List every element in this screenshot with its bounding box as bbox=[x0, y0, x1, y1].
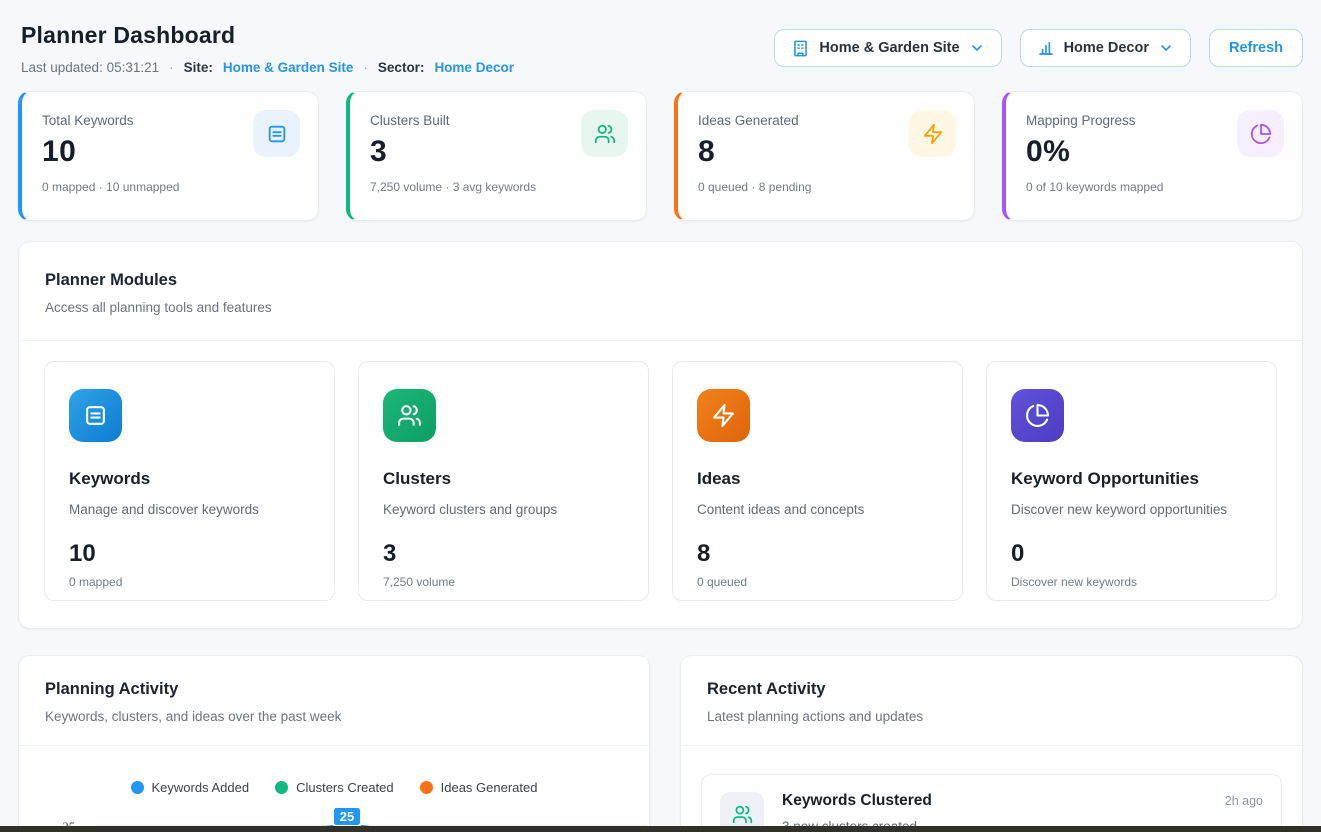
stat-card-total-keywords: Total Keywords 10 0 mapped · 10 unmapped bbox=[18, 91, 319, 221]
stat-sub: 0 mapped · 10 unmapped bbox=[42, 180, 298, 194]
module-title: Keywords bbox=[69, 469, 310, 489]
activity-item-keywords-clustered[interactable]: Keywords Clustered 3 new clusters create… bbox=[701, 774, 1282, 832]
page-title: Planner Dashboard bbox=[21, 22, 514, 49]
legend-label: Clusters Created bbox=[296, 780, 394, 795]
planning-activity-panel: Planning Activity Keywords, clusters, an… bbox=[18, 655, 650, 832]
point-label-25: 25 bbox=[333, 807, 361, 826]
module-stat: 10 bbox=[69, 540, 310, 568]
stat-sub: 7,250 volume · 3 avg keywords bbox=[370, 180, 626, 194]
refresh-label: Refresh bbox=[1229, 40, 1283, 56]
pie-chart-icon bbox=[1237, 110, 1284, 157]
legend-label: Keywords Added bbox=[152, 780, 250, 795]
refresh-button[interactable]: Refresh bbox=[1209, 29, 1303, 67]
site-link[interactable]: Home & Garden Site bbox=[223, 60, 354, 75]
building-icon bbox=[791, 39, 810, 58]
divider bbox=[681, 745, 1302, 746]
legend-item-ideas-generated: Ideas Generated bbox=[420, 780, 538, 795]
module-description: Content ideas and concepts bbox=[697, 502, 938, 517]
divider bbox=[19, 745, 649, 746]
activity-timestamp: 2h ago bbox=[1225, 792, 1263, 808]
svg-text:25: 25 bbox=[340, 809, 354, 824]
legend-label: Ideas Generated bbox=[441, 780, 538, 795]
pie-chart-icon bbox=[1011, 389, 1064, 442]
planner-modules-panel: Planner Modules Access all planning tool… bbox=[18, 241, 1303, 629]
module-stat: 0 bbox=[1011, 540, 1252, 568]
users-icon bbox=[581, 110, 628, 157]
recent-activity-panel: Recent Activity Latest planning actions … bbox=[680, 655, 1303, 832]
site-label: Site: bbox=[184, 60, 213, 75]
toolbar: Home & Garden Site Home Decor bbox=[774, 22, 1303, 67]
modules-grid: Keywords Manage and discover keywords 10… bbox=[19, 341, 1302, 628]
topbar: Planner Dashboard Last updated: 05:31:21… bbox=[18, 22, 1303, 75]
planning-activity-subtitle: Keywords, clusters, and ideas over the p… bbox=[45, 709, 623, 724]
module-card-clusters[interactable]: Clusters Keyword clusters and groups 3 7… bbox=[358, 361, 649, 601]
legend-dot-blue bbox=[131, 781, 144, 794]
legend-dot-orange bbox=[420, 781, 433, 794]
recent-activity-subtitle: Latest planning actions and updates bbox=[707, 709, 1276, 724]
stat-card-clusters-built: Clusters Built 3 7,250 volume · 3 avg ke… bbox=[346, 91, 647, 221]
chevron-down-icon bbox=[1158, 40, 1174, 56]
module-sub: 0 mapped bbox=[69, 575, 310, 589]
last-updated-text: Last updated: 05:31:21 bbox=[21, 60, 159, 75]
document-icon bbox=[253, 110, 300, 157]
meta-separator: · bbox=[363, 60, 368, 75]
stat-card-ideas-generated: Ideas Generated 8 0 queued · 8 pending bbox=[674, 91, 975, 221]
module-description: Manage and discover keywords bbox=[69, 502, 310, 517]
activity-title: Keywords Clustered bbox=[782, 792, 1207, 810]
modules-section-title: Planner Modules bbox=[45, 271, 1276, 290]
stat-card-mapping-progress: Mapping Progress 0% 0 of 10 keywords map… bbox=[1002, 91, 1303, 221]
module-description: Discover new keyword opportunities bbox=[1011, 502, 1252, 517]
module-title: Clusters bbox=[383, 469, 624, 489]
module-title: Keyword Opportunities bbox=[1011, 469, 1252, 489]
legend-dot-green bbox=[275, 781, 288, 794]
chart-legend: Keywords Added Clusters Created Ideas Ge… bbox=[19, 780, 649, 795]
legend-item-clusters-created: Clusters Created bbox=[275, 780, 394, 795]
bottom-row: Planning Activity Keywords, clusters, an… bbox=[18, 655, 1303, 832]
module-stat: 8 bbox=[697, 540, 938, 568]
site-dropdown-button[interactable]: Home & Garden Site bbox=[774, 29, 1001, 67]
recent-activity-title: Recent Activity bbox=[707, 680, 1276, 699]
stat-sub: 0 of 10 keywords mapped bbox=[1026, 180, 1282, 194]
module-sub: Discover new keywords bbox=[1011, 575, 1252, 589]
module-stat: 3 bbox=[383, 540, 624, 568]
sector-link[interactable]: Home Decor bbox=[434, 60, 514, 75]
meta-line: Last updated: 05:31:21 · Site: Home & Ga… bbox=[21, 60, 514, 75]
sector-dropdown-button[interactable]: Home Decor bbox=[1020, 29, 1191, 67]
sector-label: Sector: bbox=[378, 60, 425, 75]
zap-icon bbox=[909, 110, 956, 157]
planning-activity-title: Planning Activity bbox=[45, 680, 623, 699]
stat-sub: 0 queued · 8 pending bbox=[698, 180, 954, 194]
module-sub: 0 queued bbox=[697, 575, 938, 589]
sector-dropdown-label: Home Decor bbox=[1064, 40, 1149, 56]
stats-row: Total Keywords 10 0 mapped · 10 unmapped… bbox=[18, 91, 1303, 221]
module-card-keywords[interactable]: Keywords Manage and discover keywords 10… bbox=[44, 361, 335, 601]
module-card-ideas[interactable]: Ideas Content ideas and concepts 8 0 que… bbox=[672, 361, 963, 601]
chevron-down-icon bbox=[969, 40, 985, 56]
modules-section-subtitle: Access all planning tools and features bbox=[45, 300, 1276, 315]
module-description: Keyword clusters and groups bbox=[383, 502, 624, 517]
module-sub: 7,250 volume bbox=[383, 575, 624, 589]
module-card-keyword-opportunities[interactable]: Keyword Opportunities Discover new keywo… bbox=[986, 361, 1277, 601]
document-icon bbox=[69, 389, 122, 442]
legend-item-keywords-added: Keywords Added bbox=[131, 780, 250, 795]
meta-separator: · bbox=[169, 60, 174, 75]
zap-icon bbox=[697, 389, 750, 442]
users-icon bbox=[383, 389, 436, 442]
planner-dashboard-page: Planner Dashboard Last updated: 05:31:21… bbox=[0, 0, 1321, 832]
module-title: Ideas bbox=[697, 469, 938, 489]
bottom-edge-bar bbox=[0, 826, 1321, 832]
site-dropdown-label: Home & Garden Site bbox=[819, 40, 959, 56]
bar-chart-icon bbox=[1037, 39, 1055, 57]
